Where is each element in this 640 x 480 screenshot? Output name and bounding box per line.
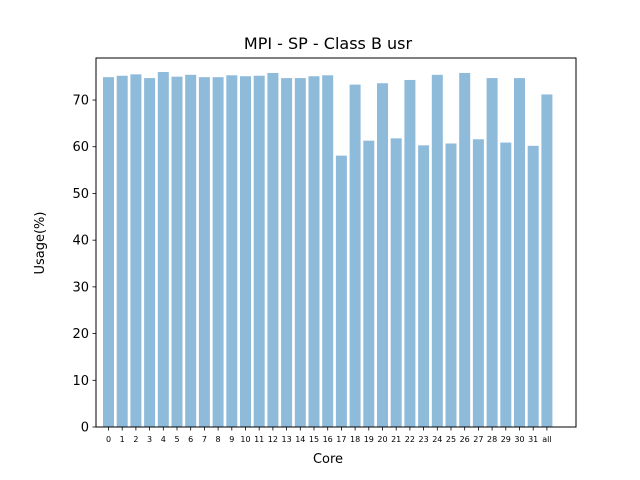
y-tick-label: 40 (72, 234, 89, 249)
y-tick-label: 70 (72, 94, 89, 109)
x-tick-label: 9 (229, 435, 234, 444)
bar-core-3 (144, 78, 156, 427)
y-tick-label: 30 (72, 280, 89, 295)
y-tick-label: 20 (72, 327, 89, 342)
bar-core-0 (103, 77, 114, 428)
bar-core-26 (459, 72, 471, 427)
x-tick-label: 0 (106, 435, 111, 444)
x-tick-label: 24 (432, 435, 442, 444)
x-tick-label: 7 (202, 435, 207, 444)
bar-core-22 (404, 79, 416, 427)
bar-core-16 (322, 75, 334, 427)
bar-core-20 (377, 83, 388, 427)
bar-core-4 (157, 72, 169, 427)
bar-core-31 (527, 145, 539, 427)
x-tick-label: 22 (405, 435, 415, 444)
bar-core-2 (130, 74, 142, 427)
x-tick-label: 31 (528, 435, 538, 444)
x-tick-label: 1 (120, 435, 125, 444)
x-tick-label: 26 (460, 435, 470, 444)
x-tick-label: 13 (282, 435, 292, 444)
bar-core-7 (198, 77, 210, 428)
bar-core-all (541, 94, 553, 428)
x-tick-label: 10 (240, 435, 250, 444)
x-tick-label: 3 (147, 435, 152, 444)
y-axis-label: Usage(%) (33, 211, 48, 274)
bar-core-23 (418, 145, 430, 427)
x-tick-label: 12 (268, 435, 278, 444)
x-tick-label: 30 (514, 435, 524, 444)
bar-core-8 (212, 77, 224, 428)
bar-core-29 (500, 142, 512, 428)
bar-core-17 (335, 155, 347, 427)
bar-core-21 (390, 138, 402, 427)
x-tick-label: all (542, 435, 551, 444)
bar-core-5 (171, 76, 183, 428)
x-tick-label: 23 (419, 435, 429, 444)
bar-core-15 (308, 76, 320, 427)
bar-core-9 (226, 75, 238, 427)
chart-title: MPI - SP - Class B usr (244, 34, 413, 53)
x-tick-label: 14 (295, 435, 305, 444)
bar-core-25 (445, 143, 457, 428)
bar-core-30 (514, 78, 525, 427)
bar-core-18 (349, 84, 361, 428)
x-tick-label: 6 (188, 435, 193, 444)
x-tick-label: 16 (323, 435, 333, 444)
bar-core-27 (472, 139, 484, 427)
y-tick-label: 50 (72, 187, 89, 202)
bar-core-14 (294, 78, 306, 427)
y-axis: 0 10 20 30 40 50 60 70 (72, 94, 96, 436)
bar-core-10 (240, 76, 251, 427)
x-tick-label: 2 (133, 435, 138, 444)
x-axis-label: Core (313, 452, 343, 467)
x-tick-label: 18 (350, 435, 360, 444)
x-axis: 0 1 2 3 4 5 6 7 8 9 10 11 12 13 14 15 16 17 18 19 20 21 22 23 24… (106, 427, 552, 444)
bar-core-24 (431, 74, 443, 427)
x-tick-label: 4 (161, 435, 166, 444)
x-tick-label: 21 (391, 435, 401, 444)
x-tick-label: 8 (216, 435, 221, 444)
y-tick-label: 0 (81, 421, 89, 436)
bar-core-19 (363, 140, 375, 428)
bars-group (103, 72, 553, 428)
x-tick-label: 29 (501, 435, 511, 444)
x-tick-label: 11 (254, 435, 264, 444)
x-tick-label: 28 (487, 435, 497, 444)
y-tick-label: 60 (72, 140, 89, 155)
bar-core-11 (253, 75, 265, 427)
x-tick-label: 25 (446, 435, 456, 444)
x-tick-label: 15 (309, 435, 319, 444)
bar-core-13 (281, 78, 293, 427)
bar-core-28 (486, 78, 498, 427)
y-tick-label: 10 (72, 374, 89, 389)
x-tick-label: 19 (364, 435, 374, 444)
x-tick-label: 27 (473, 435, 483, 444)
x-tick-label: 17 (336, 435, 346, 444)
plot-frame (95, 57, 577, 428)
x-tick-label: 5 (174, 435, 179, 444)
bar-core-12 (267, 72, 279, 427)
bar-core-1 (116, 75, 128, 427)
bar-core-6 (185, 74, 197, 427)
x-tick-label: 20 (377, 435, 387, 444)
